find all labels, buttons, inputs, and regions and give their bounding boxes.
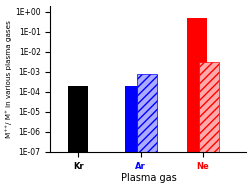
Bar <box>69 86 88 189</box>
Bar <box>125 86 145 189</box>
X-axis label: Plasma gas: Plasma gas <box>120 174 176 184</box>
Y-axis label: M⁺⁺/ M⁺ in various plasma gases: M⁺⁺/ M⁺ in various plasma gases <box>6 20 12 138</box>
Bar <box>199 62 219 189</box>
Bar <box>137 74 156 189</box>
Bar <box>187 18 207 189</box>
